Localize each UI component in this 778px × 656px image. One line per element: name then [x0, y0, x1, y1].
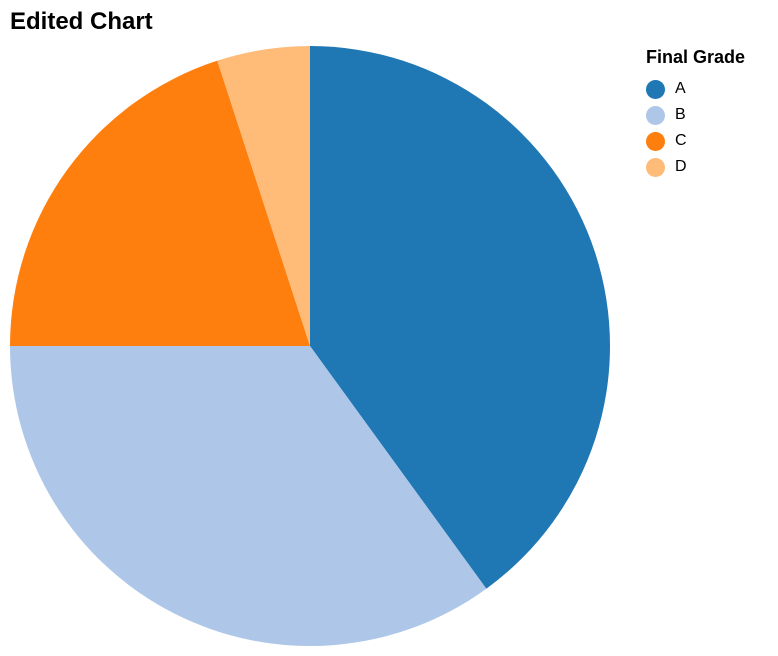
- pie-slices: [10, 46, 610, 646]
- legend-swatch: [646, 132, 665, 151]
- legend-swatch: [646, 106, 665, 125]
- legend-title: Final Grade: [646, 45, 774, 69]
- legend-label: C: [675, 131, 687, 151]
- legend-swatch: [646, 80, 665, 99]
- legend-label: D: [675, 157, 687, 177]
- legend-item-c: C: [646, 128, 774, 154]
- legend-label: B: [675, 105, 686, 125]
- legend-item-b: B: [646, 102, 774, 128]
- legend-swatch: [646, 158, 665, 177]
- legend-item-d: D: [646, 154, 774, 180]
- legend-label: A: [675, 79, 686, 99]
- legend-item-a: A: [646, 76, 774, 102]
